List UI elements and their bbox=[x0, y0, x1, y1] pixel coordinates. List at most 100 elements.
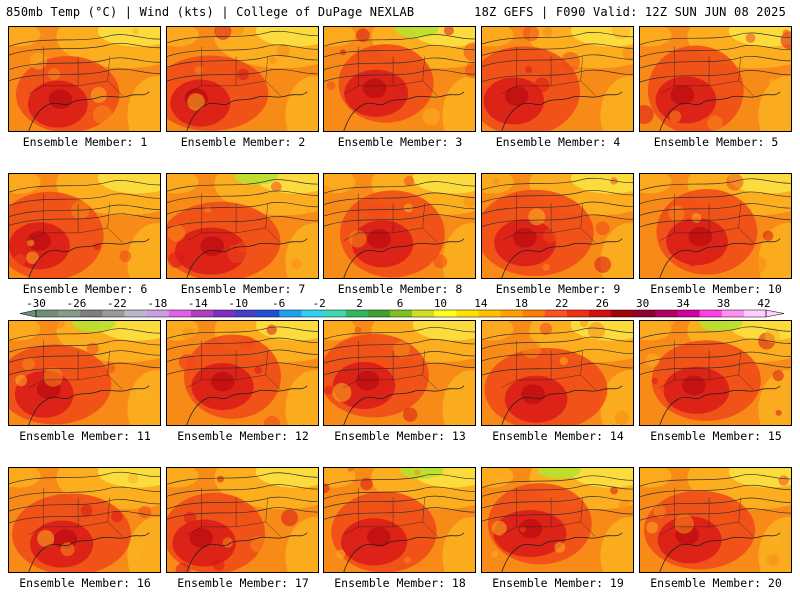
coastline bbox=[28, 238, 150, 278]
state-borders bbox=[28, 340, 123, 390]
colorbar-swatch bbox=[36, 310, 59, 317]
state-borders bbox=[501, 193, 596, 243]
colorbar-tick-label: -22 bbox=[106, 297, 127, 310]
height-contour bbox=[167, 362, 318, 375]
state-borders bbox=[659, 487, 754, 537]
height-contour bbox=[640, 362, 791, 375]
ensemble-member-label: Ensemble Member: 11 bbox=[19, 429, 151, 443]
colorbar bbox=[19, 309, 785, 318]
coastline bbox=[659, 532, 781, 572]
colorbar-swatch bbox=[743, 310, 767, 317]
ensemble-member-label: Ensemble Member: 13 bbox=[334, 429, 466, 443]
colorbar-arrow-left bbox=[19, 309, 37, 318]
height-contour bbox=[324, 507, 475, 520]
height-contour bbox=[482, 484, 633, 497]
ensemble-member-map bbox=[481, 467, 634, 573]
height-contour bbox=[640, 70, 791, 83]
height-contour bbox=[167, 30, 318, 44]
state-borders bbox=[186, 340, 281, 390]
state-borders bbox=[659, 340, 754, 390]
colorbar-swatch bbox=[566, 310, 590, 317]
state-borders bbox=[659, 193, 754, 243]
colorbar-swatch bbox=[544, 310, 568, 317]
height-contour bbox=[324, 486, 475, 500]
state-borders bbox=[28, 46, 123, 96]
ensemble-member-label: Ensemble Member: 5 bbox=[653, 135, 779, 149]
ensemble-member-label: Ensemble Member: 9 bbox=[495, 282, 621, 296]
height-contour bbox=[482, 496, 633, 509]
colorbar-tick-label: 42 bbox=[757, 297, 771, 310]
state-borders bbox=[343, 46, 438, 96]
ensemble-member-map bbox=[323, 320, 476, 426]
ensemble-member-label: Ensemble Member: 17 bbox=[177, 576, 309, 590]
ensemble-member-label: Ensemble Member: 20 bbox=[650, 576, 782, 590]
ensemble-member-map bbox=[639, 26, 792, 132]
height-contour bbox=[482, 327, 633, 341]
ensemble-member-label: Ensemble Member: 3 bbox=[337, 135, 463, 149]
ensemble-member-label: Ensemble Member: 12 bbox=[177, 429, 309, 443]
height-contour bbox=[9, 510, 160, 524]
height-contour bbox=[9, 34, 160, 47]
colorbar-swatch bbox=[146, 310, 170, 317]
colorbar-tick-label: 34 bbox=[676, 297, 690, 310]
height-contour bbox=[482, 348, 633, 362]
colorbar-swatch bbox=[301, 310, 325, 317]
ensemble-member-map bbox=[323, 173, 476, 279]
ensemble-member-label: Ensemble Member: 10 bbox=[650, 282, 782, 296]
ensemble-member-label: Ensemble Member: 6 bbox=[22, 282, 148, 296]
colorbar-swatch bbox=[80, 310, 103, 317]
ensemble-member-label: Ensemble Member: 4 bbox=[495, 135, 621, 149]
height-contour bbox=[324, 339, 475, 352]
state-borders bbox=[343, 193, 438, 243]
colorbar-swatch bbox=[212, 310, 236, 317]
ensemble-member-label: Ensemble Member: 18 bbox=[334, 576, 466, 590]
height-contour bbox=[167, 349, 318, 363]
colorbar-tick-label: 26 bbox=[595, 297, 609, 310]
height-contour bbox=[482, 177, 633, 191]
height-contour bbox=[640, 214, 791, 228]
ensemble-member-label: Ensemble Member: 1 bbox=[22, 135, 148, 149]
ensemble-member-map bbox=[323, 26, 476, 132]
height-contour bbox=[324, 214, 475, 227]
state-borders bbox=[501, 46, 596, 96]
header-left: 850mb Temp (°C) | Wind (kts) | College o… bbox=[6, 5, 415, 19]
ensemble-member-map bbox=[481, 320, 634, 426]
colorbar-tick-label: 14 bbox=[474, 297, 488, 310]
height-contour bbox=[9, 471, 160, 485]
state-borders bbox=[186, 487, 281, 537]
height-contour bbox=[482, 214, 633, 227]
colorbar-swatch bbox=[677, 310, 701, 317]
height-contour bbox=[9, 499, 160, 512]
state-borders bbox=[28, 487, 123, 537]
height-contour bbox=[482, 336, 633, 350]
colorbar-tick-label: 22 bbox=[555, 297, 569, 310]
colorbar-swatch bbox=[235, 310, 258, 317]
coastline bbox=[343, 91, 465, 131]
colorbar-swatch bbox=[323, 310, 347, 317]
height-contour bbox=[9, 180, 160, 193]
ensemble-member-map bbox=[639, 467, 792, 573]
state-borders bbox=[501, 487, 596, 537]
ensemble-member-label: Ensemble Member: 7 bbox=[180, 282, 306, 296]
height-contour bbox=[9, 57, 160, 70]
colorbar-swatch bbox=[58, 310, 81, 317]
height-contour bbox=[640, 178, 791, 191]
height-contour bbox=[167, 55, 318, 68]
height-contour bbox=[482, 475, 633, 488]
coastline bbox=[186, 238, 308, 278]
ensemble-member-map bbox=[166, 467, 319, 573]
height-contour bbox=[9, 362, 160, 376]
ensemble-member-label: Ensemble Member: 2 bbox=[180, 135, 306, 149]
colorbar-swatch bbox=[500, 310, 524, 317]
height-contour bbox=[324, 57, 475, 71]
height-contour bbox=[324, 327, 475, 340]
height-contour bbox=[167, 472, 318, 485]
coastline bbox=[501, 238, 623, 278]
height-contour bbox=[640, 32, 791, 46]
height-contour bbox=[9, 204, 160, 218]
coastline bbox=[28, 385, 150, 425]
colorbar-swatch bbox=[655, 310, 679, 317]
ensemble-member-map bbox=[166, 26, 319, 132]
height-contour bbox=[482, 54, 633, 67]
height-contour bbox=[167, 69, 318, 82]
